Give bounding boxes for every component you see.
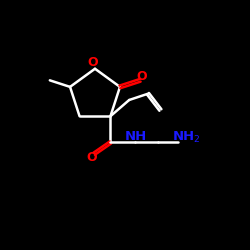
Text: NH: NH — [124, 130, 146, 143]
Text: NH$_2$: NH$_2$ — [172, 130, 201, 144]
Text: O: O — [136, 70, 147, 83]
Text: O: O — [86, 151, 97, 164]
Text: O: O — [87, 56, 98, 69]
